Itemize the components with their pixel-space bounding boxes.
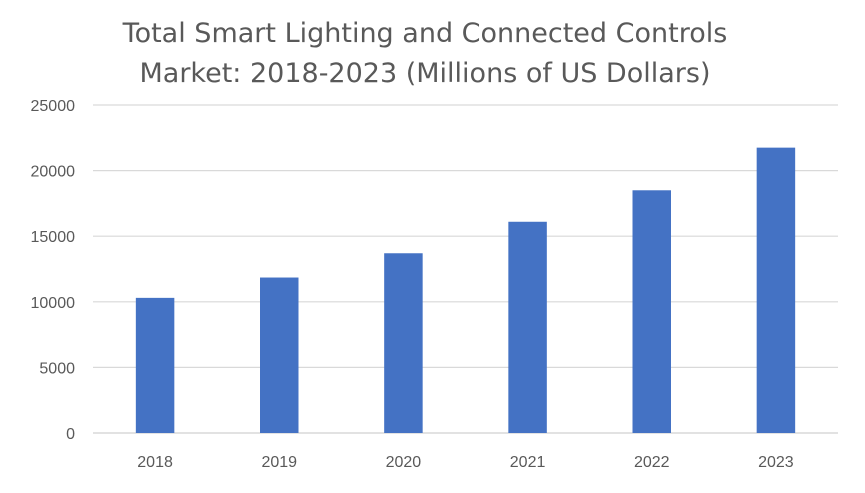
y-tick-label: 10000 [31, 295, 76, 312]
x-tick-label: 2018 [137, 454, 173, 471]
bar-2023 [756, 147, 796, 433]
y-tick-label: 20000 [31, 164, 76, 181]
gridlines [93, 104, 838, 434]
y-tick-label: 0 [66, 426, 75, 443]
bar-2020 [384, 253, 423, 433]
bars [135, 147, 796, 433]
bar-2021 [508, 221, 547, 433]
bar-2019 [260, 277, 299, 433]
x-tick-label: 2023 [758, 454, 794, 471]
x-tick-label: 2021 [510, 454, 546, 471]
x-axis-ticks: 2018 2019 2020 2021 2022 2023 [137, 454, 794, 471]
y-axis-ticks: 0 5000 10000 15000 20000 25000 [31, 98, 76, 443]
x-tick-label: 2019 [261, 454, 297, 471]
bar-2022 [632, 190, 671, 433]
chart-title-line-2: Market: 2018-2023 (Millions of US Dollar… [139, 58, 710, 89]
x-tick-label: 2022 [634, 454, 670, 471]
y-tick-label: 25000 [31, 98, 76, 115]
x-tick-label: 2020 [386, 454, 422, 471]
y-tick-label: 5000 [39, 360, 75, 377]
y-tick-label: 15000 [31, 229, 76, 246]
chart-title-line-1: Total Smart Lighting and Connected Contr… [122, 18, 728, 49]
bar-2018 [135, 297, 175, 433]
